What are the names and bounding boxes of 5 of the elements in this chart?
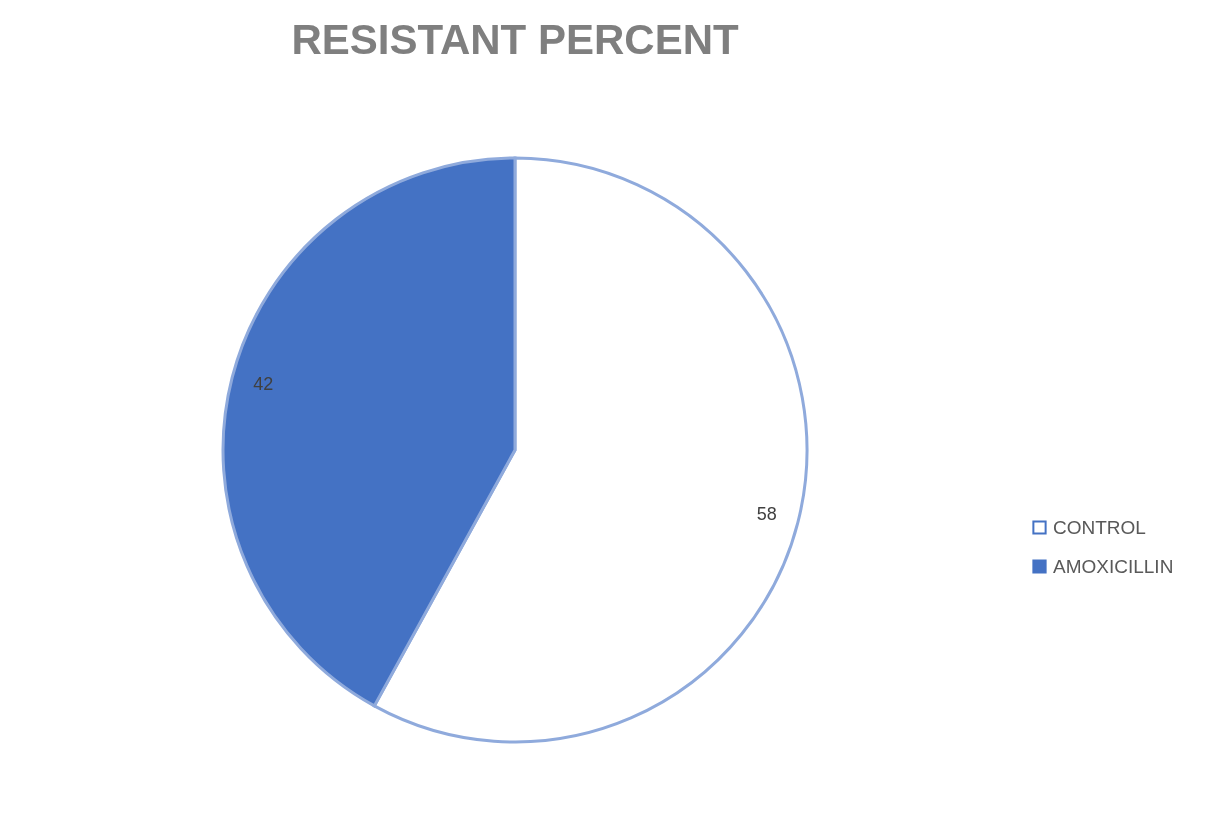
slice-label: CONTROL: [1053, 516, 1146, 538]
data-label: 58: [756, 503, 777, 524]
chart-title: RESISTANT PERCENT: [291, 16, 739, 63]
legend-label: AMOXICILLIN: [1053, 555, 1174, 577]
data-label: 42: [253, 374, 274, 395]
